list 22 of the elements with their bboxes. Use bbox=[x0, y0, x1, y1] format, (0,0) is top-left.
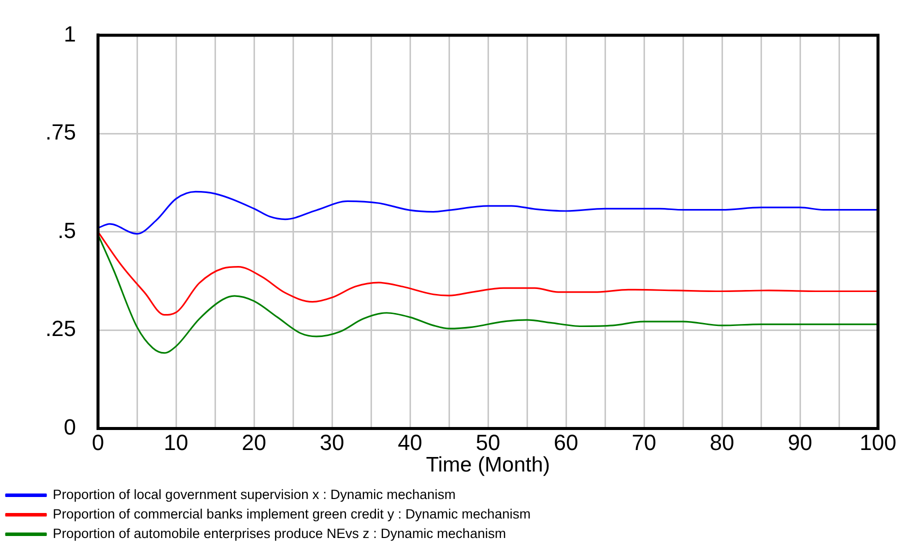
legend-label: Proportion of local government supervision x : Dynamic mechanism bbox=[52, 486, 456, 502]
x-tick-label: 30 bbox=[320, 430, 344, 455]
line-series bbox=[98, 234, 878, 354]
x-tick-label: 10 bbox=[164, 430, 188, 455]
y-tick-label: 1 bbox=[64, 21, 76, 46]
line-series bbox=[98, 231, 878, 316]
x-tick-label: 50 bbox=[476, 430, 500, 455]
y-tick-label: .25 bbox=[45, 316, 76, 342]
x-tick-label: 60 bbox=[554, 430, 578, 455]
x-tick-label: 80 bbox=[710, 430, 734, 455]
x-tick-label: 40 bbox=[398, 430, 422, 455]
y-tick-label: .75 bbox=[45, 120, 76, 145]
x-tick-label: 90 bbox=[788, 430, 812, 455]
line-series bbox=[98, 190, 878, 235]
x-tick-label: 0 bbox=[92, 430, 104, 455]
legend-label: Proportion of commercial banks implement green credit y : Dynamic mechanism bbox=[52, 506, 531, 522]
x-tick-label: 100 bbox=[860, 430, 896, 455]
legend-label: Proportion of automobile enterprises produce NEvs z : Dynamic mechanism bbox=[52, 526, 506, 541]
x-tick-label: 70 bbox=[632, 430, 656, 455]
x-axis-title: Time (Month) bbox=[426, 454, 550, 477]
y-tick-label: .5 bbox=[58, 218, 76, 243]
x-tick-label: 20 bbox=[242, 430, 266, 455]
